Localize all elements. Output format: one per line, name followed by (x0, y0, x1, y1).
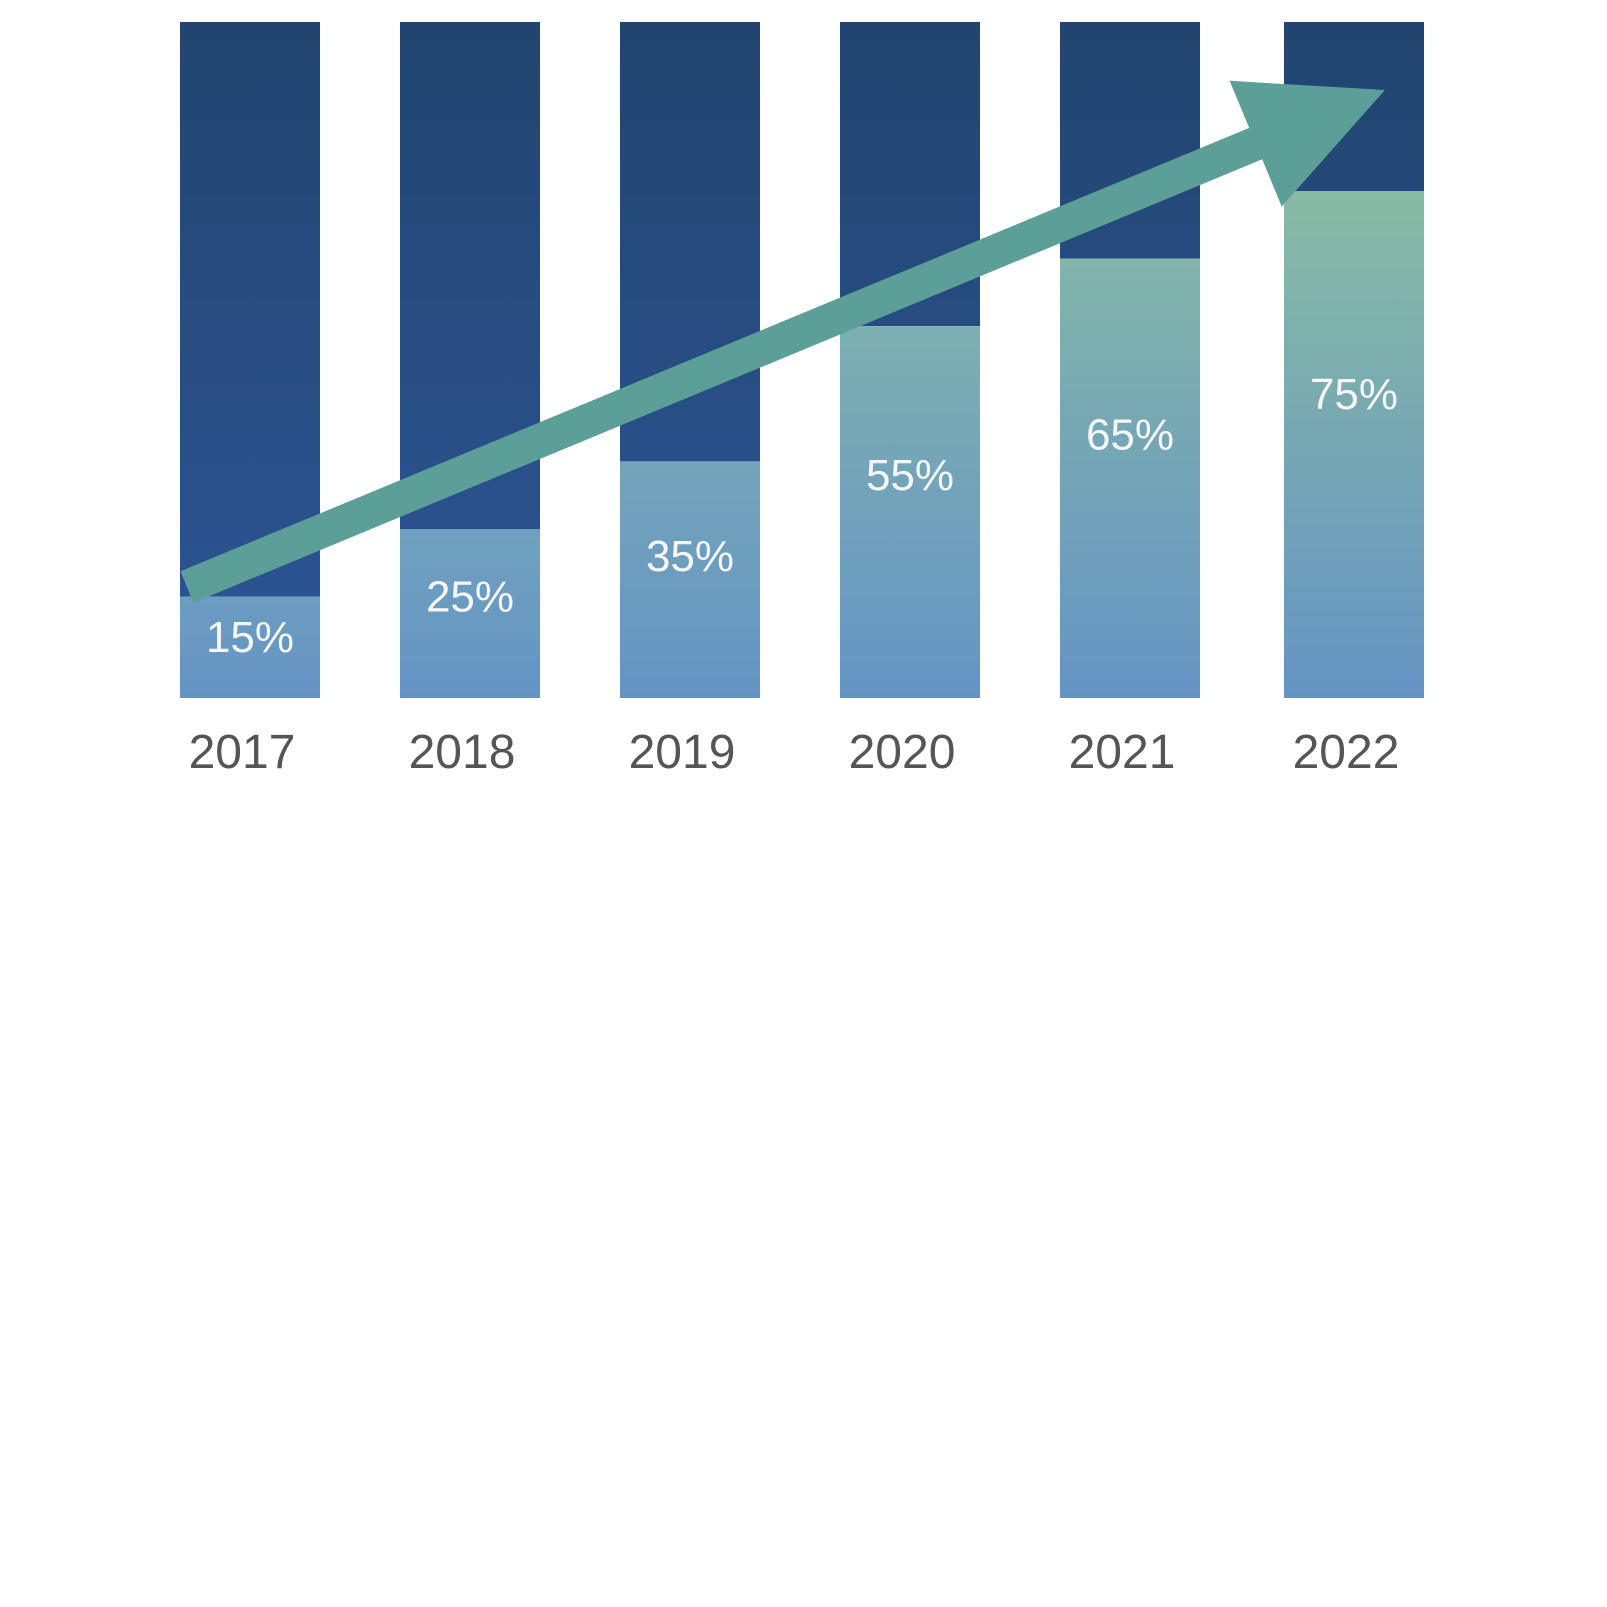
bars-layer (180, 22, 1424, 698)
x-tick-label-2018: 2018 (409, 726, 516, 779)
value-labels-layer: 15% 25% 35% 55% 65% 75% (206, 370, 1398, 662)
bar-share-2017 (180, 596, 320, 698)
x-axis: 2017 2018 2019 2020 2021 2022 (189, 726, 1400, 779)
bar-value-label-2018: 25% (426, 573, 514, 622)
trend-arrow-layer (180, 80, 1385, 603)
x-tick-label-2021: 2021 (1069, 726, 1176, 779)
bar-share-2019 (620, 461, 760, 698)
bar-value-label-2022: 75% (1310, 370, 1398, 419)
bar-remainder-2017 (180, 22, 320, 597)
x-tick-label-2020: 2020 (849, 726, 956, 779)
trend-arrow-up (180, 80, 1385, 603)
bar-value-label-2021: 65% (1086, 410, 1174, 459)
bar-share-2022 (1284, 191, 1424, 698)
bar-share-2018 (400, 529, 540, 698)
bar-value-label-2020: 55% (866, 451, 954, 500)
x-tick-label-2019: 2019 (629, 726, 736, 779)
bar-share-2020 (840, 326, 980, 698)
x-tick-label-2017: 2017 (189, 726, 296, 779)
bar-share-2021 (1060, 258, 1200, 698)
bar-value-label-2019: 35% (646, 532, 734, 581)
x-tick-label-2022: 2022 (1293, 726, 1400, 779)
bar-value-label-2017: 15% (206, 613, 294, 662)
